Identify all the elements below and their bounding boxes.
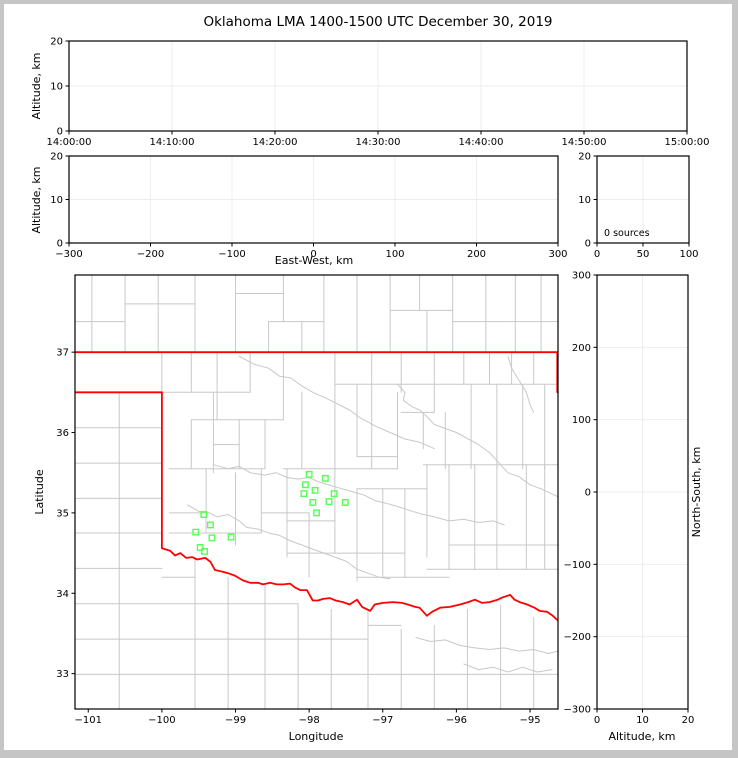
state-border-line [75, 391, 558, 622]
lma-source-point [300, 490, 308, 498]
ew_height-xtick-label: 100 [385, 249, 404, 260]
plan_view-xtick-label: −95 [519, 715, 540, 726]
ew-panel-xlabel: East-West, km [275, 254, 353, 267]
ns_height-ytick-label: −200 [564, 632, 591, 643]
time_height-ytick-label: 20 [50, 37, 63, 48]
lma-source-point [325, 498, 333, 506]
ns-panel-xlabel: Altitude, km [608, 730, 675, 743]
river-line [415, 637, 558, 654]
plan_view-xtick-label: −98 [299, 715, 320, 726]
time_height-xtick-label: 14:00:00 [47, 137, 92, 148]
lma-source-point [341, 499, 349, 506]
ns_height-ytick-label: −100 [564, 560, 591, 571]
plan_view-panel-border [74, 274, 559, 710]
ns_height-xtick-label: 0 [594, 715, 600, 726]
ns_height-ytick-label: 300 [572, 271, 591, 282]
ns_height-xtick-label: 10 [636, 715, 649, 726]
lma-source-point [192, 528, 200, 536]
ew_height-ytick-label: 20 [50, 152, 63, 163]
plan_view-xtick-label: −96 [446, 715, 467, 726]
plan_view-xtick-label: −101 [75, 715, 102, 726]
time_height-ytick-label: 0 [57, 127, 63, 138]
map-ylabel: Latitude [33, 469, 46, 515]
figure-title: Oklahoma LMA 1400-1500 UTC December 30, … [203, 14, 552, 30]
lma-source-point [206, 521, 214, 529]
time_height-xtick-label: 15:00:00 [665, 137, 710, 148]
ew-panel-ylabel: Altitude, km [30, 166, 43, 233]
lma-source-point [330, 490, 338, 498]
time_height-xtick-label: 14:50:00 [562, 137, 607, 148]
lma-source-point [305, 470, 313, 478]
plan_view-ytick-label: 36 [56, 428, 69, 439]
window-frame-edge [0, 0, 4, 758]
window-frame-edge [0, 0, 738, 4]
river-line [507, 355, 535, 413]
ns_height-ytick-label: 0 [585, 488, 591, 499]
ew_height-xtick-label: −100 [218, 249, 245, 260]
plot-area: 14:00:00 14:10:00 14:20:00 14:30:00 14:40:00… [47, 37, 710, 727]
river-line [397, 383, 558, 498]
alt_histogram-xtick-label: 100 [679, 249, 698, 260]
window-frame-edge [732, 0, 738, 758]
plan_view-ytick-label: 37 [56, 348, 69, 359]
time_height-xtick-label: 14:40:00 [459, 137, 504, 148]
ew_height-xtick-label: 200 [467, 249, 486, 260]
alt_histogram-xtick-label: 50 [637, 249, 650, 260]
window-frame-edge [0, 750, 738, 758]
plan_view-ytick-label: 35 [56, 508, 69, 519]
ew_height-xtick-label: 300 [548, 249, 567, 260]
lma-source-point [201, 548, 209, 555]
lma-source-point [200, 511, 208, 518]
ns_height-xtick-label: 20 [682, 715, 695, 726]
ew_height-xtick-label: −300 [55, 249, 82, 260]
plan_view-xtick-label: −97 [372, 715, 393, 726]
lma-source-point [321, 474, 329, 482]
ns_height-ytick-label: 100 [572, 415, 591, 426]
sources-count-annotation: 0 sources [604, 228, 650, 239]
lma-source-point [196, 544, 204, 551]
alt_histogram-ytick-label: 0 [585, 239, 591, 250]
time-panel-ylabel: Altitude, km [30, 52, 43, 119]
ns-panel-ylabel: North-South, km [690, 447, 703, 538]
time_height-xtick-label: 14:20:00 [253, 137, 298, 148]
lma-source-point [227, 533, 235, 541]
ns_height-ytick-label: −300 [564, 705, 591, 716]
river-line [187, 504, 391, 580]
lma-source-point [208, 534, 216, 542]
time_height-ytick-label: 10 [50, 82, 63, 93]
lma-source-point [302, 481, 309, 489]
ew_height-ytick-label: 0 [57, 239, 63, 250]
plan_view-ytick-label: 33 [56, 669, 69, 680]
alt_histogram-xtick-label: 0 [594, 249, 600, 260]
river-line [463, 663, 553, 673]
alt_histogram-ytick-label: 10 [578, 195, 591, 206]
plan_view-xtick-label: −99 [225, 715, 246, 726]
ew_height-ytick-label: 10 [50, 195, 63, 206]
ew_height-xtick-label: 0 [310, 249, 316, 260]
lma-source-point [313, 509, 320, 517]
plan_view-ytick-label: 34 [56, 589, 69, 600]
ns_height-ytick-label: 200 [572, 343, 591, 354]
map-xlabel: Longitude [289, 730, 344, 743]
plan_view-xtick-label: −100 [148, 715, 175, 726]
time_height-xtick-label: 14:30:00 [356, 137, 401, 148]
river-line [238, 355, 435, 450]
time_height-xtick-label: 14:10:00 [150, 137, 195, 148]
map-layer [75, 275, 558, 709]
alt_histogram-ytick-label: 20 [578, 152, 591, 163]
lma-source-point [311, 486, 319, 494]
river-line [212, 464, 505, 526]
ew_height-xtick-label: −200 [137, 249, 164, 260]
lma-source-point [309, 499, 317, 506]
